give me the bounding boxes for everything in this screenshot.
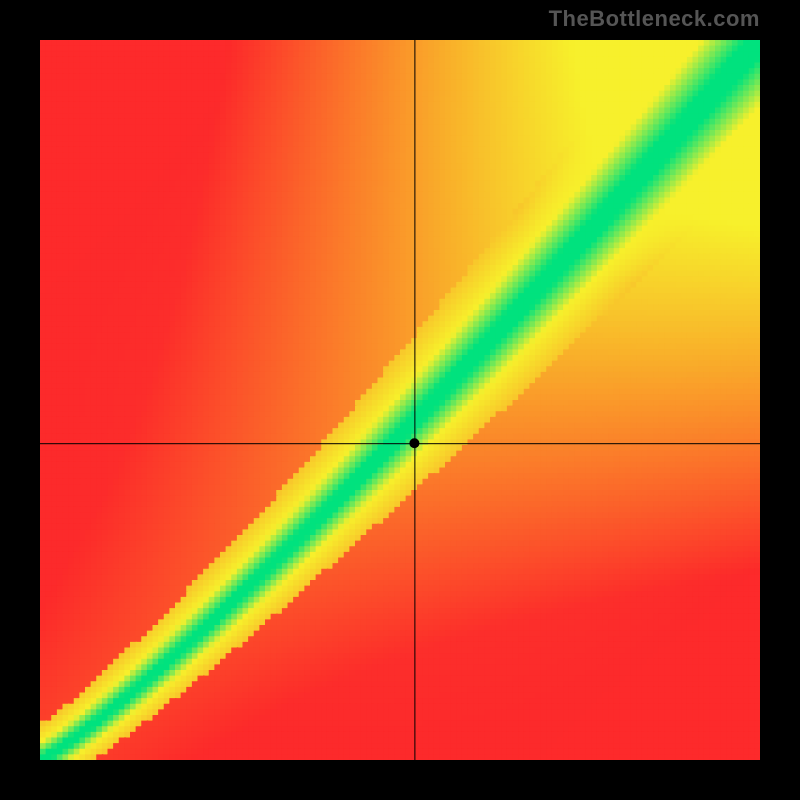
bottleneck-heatmap bbox=[40, 40, 760, 760]
chart-frame: TheBottleneck.com bbox=[0, 0, 800, 800]
watermark-text: TheBottleneck.com bbox=[549, 6, 760, 32]
